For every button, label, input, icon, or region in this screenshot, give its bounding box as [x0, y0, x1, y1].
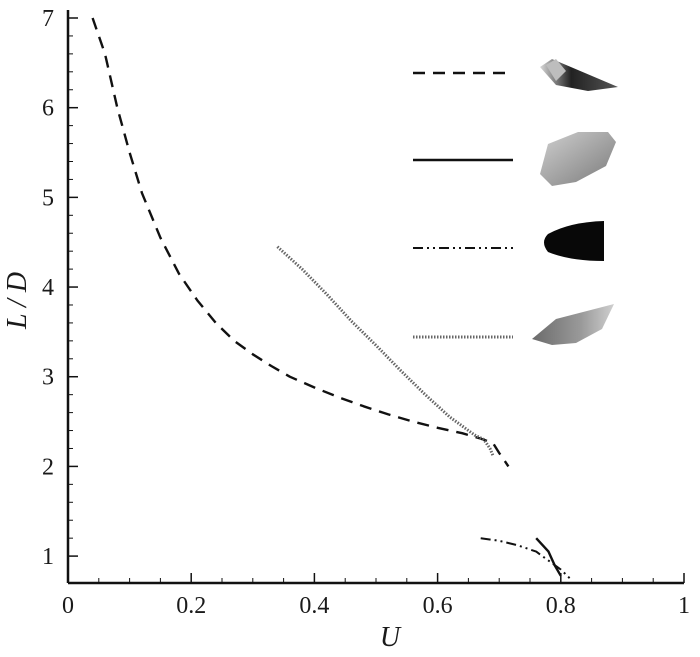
y-tick-label: 7 [42, 6, 54, 32]
axes-layer: 0 0.2 0.4 0.6 0.8 1 1 2 3 4 5 6 7 U L / D [2, 6, 690, 653]
grey-rounded-body-icon [540, 132, 616, 186]
x-tick-label: 0 [62, 593, 74, 619]
rounded-body-shape [540, 132, 616, 186]
dark-cone-body-icon [540, 59, 618, 91]
y-tick-label: 5 [42, 185, 54, 211]
series-line-solid [535, 537, 562, 577]
x-tick-label: 0.4 [299, 593, 329, 619]
x-axis-title: U [380, 622, 402, 653]
series-line-dashed [91, 17, 510, 468]
grey-wedge-body-icon [532, 304, 614, 345]
series-line-dash-dot-dot [480, 537, 571, 580]
x-tick-label: 0.8 [546, 593, 576, 619]
x-tick-label: 0.6 [423, 593, 453, 619]
blunt-body-shape [544, 221, 604, 261]
wedge-body-shape [532, 304, 614, 345]
y-tick-label: 6 [42, 96, 54, 122]
y-tick-label: 2 [42, 454, 54, 480]
y-tick-label: 1 [42, 544, 54, 570]
black-blunt-body-icon [544, 221, 604, 261]
series-layer [91, 17, 571, 580]
x-tick-label: 1 [678, 593, 690, 619]
x-tick-label: 0.2 [176, 593, 206, 619]
y-axis-title: L / D [2, 272, 33, 330]
y-tick-label: 3 [42, 365, 54, 391]
cone-body-highlight [546, 59, 566, 81]
legend-layer [413, 59, 618, 345]
series-line-dotted [276, 245, 495, 457]
y-tick-label: 4 [42, 275, 54, 301]
